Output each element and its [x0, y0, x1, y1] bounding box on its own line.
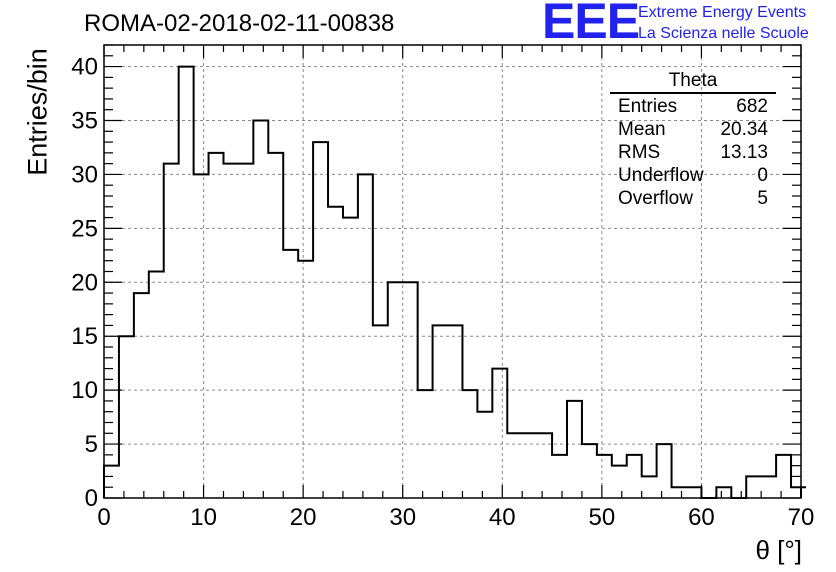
histogram-bin [597, 455, 612, 498]
histogram-bin [582, 444, 597, 498]
stats-row-overflow: Overflow 5 [610, 187, 776, 210]
stats-row-rms: RMS 13.13 [610, 141, 776, 164]
chart-title: ROMA-02-2018-02-11-00838 [84, 10, 395, 37]
histogram-bin [537, 433, 552, 498]
histogram-bin [358, 174, 373, 498]
grid-lines [104, 45, 801, 498]
y-tick-label: 25 [71, 215, 98, 242]
histogram-bin [462, 390, 477, 498]
histogram-bin [761, 476, 776, 498]
histogram-bin [119, 336, 134, 498]
histogram-bin [716, 487, 731, 498]
histogram-bin [627, 455, 642, 498]
y-tick-label: 15 [71, 323, 98, 350]
histogram-bin [791, 487, 806, 498]
stats-value: 20.34 [720, 119, 768, 140]
stats-label: Mean [618, 119, 666, 140]
histogram-bin [806, 487, 821, 498]
histogram-bin [403, 282, 418, 498]
stats-row-underflow: Underflow 0 [610, 164, 776, 187]
stats-label: Entries [618, 96, 678, 117]
histogram-bin [164, 164, 179, 498]
x-tick-label: 0 [97, 504, 110, 531]
histogram-bin [223, 164, 238, 498]
histogram-bin [253, 121, 268, 499]
y-tick-label: 40 [71, 54, 98, 81]
x-tick-label: 20 [290, 504, 317, 531]
histogram-bin [238, 164, 253, 498]
stats-title: Theta [610, 71, 776, 94]
logo-line-2: La Scienza nelle Scuole [638, 25, 809, 42]
histogram-bin [283, 250, 298, 498]
histogram-bin [433, 325, 448, 498]
stats-value: 5 [757, 188, 768, 209]
histogram-bin [328, 207, 343, 498]
stats-box: Theta Entries 682 Mean 20.34 RMS 13.13 U… [610, 71, 776, 210]
x-tick-label: 10 [190, 504, 217, 531]
histogram-bin [134, 293, 149, 498]
axes [103, 44, 802, 499]
x-tick-label: 50 [589, 504, 616, 531]
histogram-bin [642, 476, 657, 498]
histogram-bin [567, 401, 582, 498]
histogram-bin [194, 174, 209, 498]
stats-value: 13.13 [720, 142, 768, 163]
eee-logo: EEE [542, 0, 640, 49]
histogram-bin [522, 433, 537, 498]
stats-value: 682 [736, 96, 768, 117]
x-tick-label: 70 [788, 504, 815, 531]
stats-label: Overflow [618, 188, 693, 209]
x-tick-label: 60 [688, 504, 715, 531]
histogram-bin [672, 487, 687, 498]
stats-label: Underflow [618, 165, 704, 186]
stats-value: 0 [757, 165, 768, 186]
y-tick-label: 10 [71, 377, 98, 404]
histogram-bin [373, 325, 388, 498]
histogram-bin [657, 444, 672, 498]
histogram-bin [612, 466, 627, 498]
y-axis-label: Entries/bin [22, 48, 53, 176]
x-tick-label: 40 [489, 504, 516, 531]
histogram-bin [477, 412, 492, 498]
histogram-bin [388, 282, 403, 498]
y-tick-label: 5 [85, 431, 98, 458]
histogram-bin [268, 153, 283, 498]
histogram-bin [448, 325, 463, 498]
histogram-bin [507, 433, 522, 498]
histogram-bin [313, 142, 328, 498]
histogram-bin [776, 455, 791, 498]
x-tick-label: 30 [389, 504, 416, 531]
histogram-bin [418, 390, 433, 498]
y-tick-label: 20 [71, 269, 98, 296]
x-axis-label: θ [°] [755, 535, 802, 565]
histogram-bin [492, 369, 507, 498]
histogram-bin [552, 455, 567, 498]
histogram-bin [179, 67, 194, 498]
histogram-bin [209, 153, 224, 498]
histogram-bin [686, 487, 701, 498]
y-tick-label: 35 [71, 108, 98, 135]
stats-row-mean: Mean 20.34 [610, 118, 776, 141]
histogram-bin [104, 466, 119, 498]
histogram-bin [149, 272, 164, 499]
logo-line-1: Extreme Energy Events [638, 4, 807, 21]
histogram-bin [298, 261, 313, 498]
y-tick-label: 0 [85, 485, 98, 512]
stats-label: RMS [618, 142, 661, 163]
y-tick-label: 30 [71, 161, 98, 188]
stats-row-entries: Entries 682 [610, 95, 776, 118]
histogram-bin [746, 476, 761, 498]
histogram-bin [343, 218, 358, 498]
